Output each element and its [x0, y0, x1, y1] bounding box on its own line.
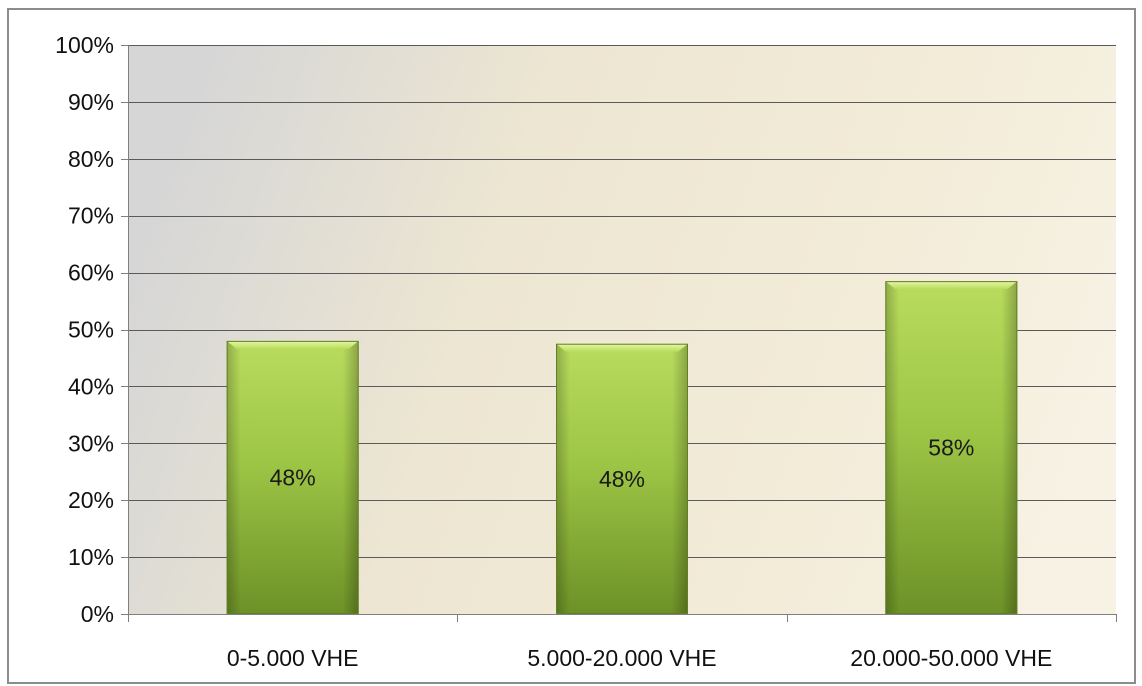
y-tick-label: 70%: [68, 203, 114, 229]
y-tick-label: 90%: [68, 89, 114, 115]
y-tick-label: 40%: [68, 373, 114, 399]
data-label: 58%: [928, 435, 974, 461]
data-label: 48%: [599, 466, 645, 492]
x-axis-category-labels: 0-5.000 VHE 5.000-20.000 VHE 20.000-50.000…: [227, 645, 1053, 671]
x-category-label: 5.000-20.000 VHE: [527, 645, 716, 671]
bar: [885, 281, 1018, 614]
y-tick-label: 10%: [68, 544, 114, 570]
y-tick-label: 0%: [81, 601, 114, 627]
y-tick-label: 50%: [68, 317, 114, 343]
y-tick-label: 80%: [68, 146, 114, 172]
y-tick-label: 20%: [68, 487, 114, 513]
y-tick-label: 60%: [68, 260, 114, 286]
bar: [226, 340, 359, 614]
axes: [121, 45, 1117, 622]
y-tick-label: 30%: [68, 430, 114, 456]
x-category-label: 0-5.000 VHE: [227, 645, 359, 671]
data-labels: 48% 48% 58%: [270, 435, 975, 492]
x-category-label: 20.000-50.000 VHE: [850, 645, 1052, 671]
data-label: 48%: [270, 464, 316, 490]
y-axis-tick-labels: 0% 10% 20% 30% 40% 50% 60% 70% 80% 90% 100%: [55, 32, 114, 627]
bar: [556, 343, 688, 614]
y-tick-label: 100%: [55, 32, 114, 58]
bars: [226, 281, 1018, 614]
